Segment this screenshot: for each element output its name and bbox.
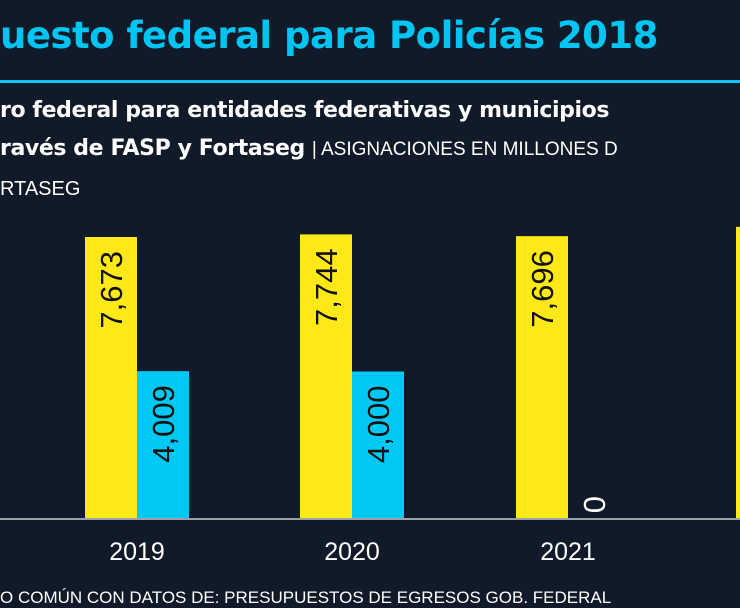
data-label: 7,696 — [525, 250, 560, 328]
subtitle-units: | ASIGNACIONES EN MILLONES D — [311, 139, 618, 160]
bar-fasp-2019 — [85, 237, 137, 518]
data-label: 0 — [577, 496, 612, 513]
subtitle-bold: ravés de FASP y Fortaseg — [0, 136, 305, 161]
data-label: 7,744 — [309, 248, 344, 326]
bar-fortaseg-2019 — [137, 371, 189, 518]
legend-fortaseg: RTASEG — [0, 178, 81, 200]
subtitle-line-1: ro federal para entidades federativas y … — [0, 98, 609, 123]
subtitle-line-2: ravés de FASP y Fortaseg | ASIGNACIONES … — [0, 136, 618, 161]
bar-fortaseg-2020 — [352, 371, 404, 518]
title-divider — [0, 80, 740, 83]
source-note: O COMÚN CON DATOS DE: PRESUPUESTOS DE EG… — [0, 588, 612, 607]
data-label: 7,673 — [94, 251, 129, 329]
x-tick-label: 2020 — [324, 538, 380, 566]
x-tick-label: 2019 — [109, 538, 165, 566]
data-label: 4,000 — [361, 386, 396, 464]
data-label: 4,009 — [146, 385, 181, 463]
bar-fasp-2020 — [300, 234, 352, 518]
subtitle-text: ro federal para entidades federativas y … — [0, 98, 610, 123]
chart-title: uesto federal para Policías 2018 — [0, 14, 658, 57]
x-tick-label: 2021 — [540, 538, 596, 566]
bar-fasp-2021 — [516, 236, 568, 518]
bar-fasp-next — [736, 226, 740, 519]
